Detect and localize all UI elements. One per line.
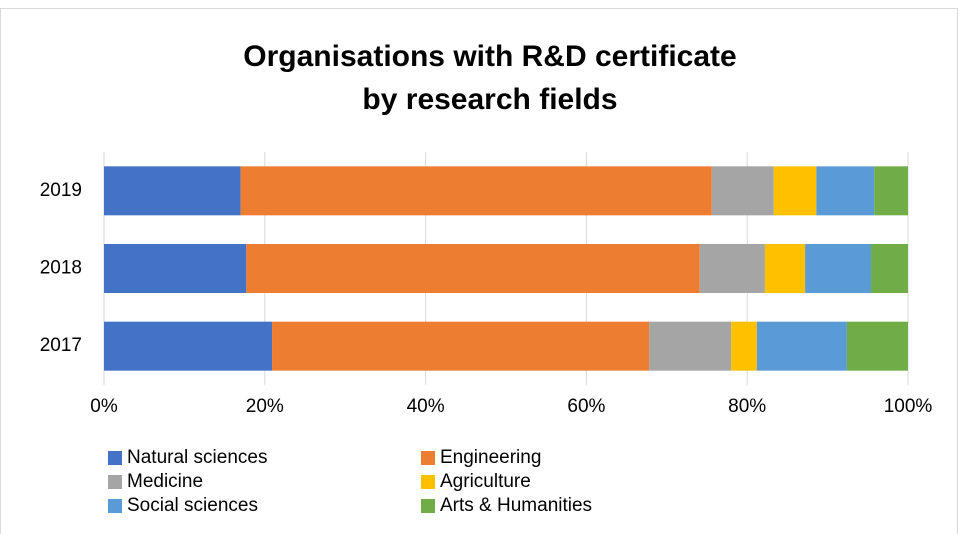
bar-segment	[731, 321, 757, 371]
legend-label: Social sciences	[127, 495, 258, 516]
bar-segment	[816, 166, 875, 216]
legend-swatch	[421, 499, 435, 513]
bar-segment	[104, 166, 241, 216]
y-tick-label: 2017	[40, 335, 82, 356]
legend-label: Natural sciences	[127, 447, 267, 468]
legend-swatch	[421, 451, 435, 465]
y-tick-label: 2018	[40, 258, 82, 279]
legend-swatch	[108, 499, 122, 513]
x-tick-label: 60%	[567, 396, 605, 417]
x-tick-label: 80%	[728, 396, 766, 417]
bar-segment	[246, 244, 700, 293]
x-tick-label: 20%	[246, 396, 284, 417]
bar-segment	[240, 166, 712, 216]
legend-label: Agriculture	[440, 471, 531, 492]
bar-segment	[711, 166, 774, 216]
legend-label: Medicine	[127, 471, 203, 492]
chart-title: by research fields	[362, 83, 617, 116]
bar-segment	[764, 244, 806, 293]
legend-label: Engineering	[440, 447, 541, 468]
x-tick-label: 0%	[90, 396, 118, 417]
y-tick-label: 2019	[40, 180, 82, 201]
bar-segment	[871, 244, 908, 293]
chart-title: Organisations with R&D certificate	[243, 40, 736, 73]
bar-segment	[756, 321, 847, 371]
bar-segment	[104, 244, 247, 293]
bar-segment	[874, 166, 908, 216]
legend-swatch	[421, 475, 435, 489]
legend-swatch	[108, 451, 122, 465]
legend-label: Arts & Humanities	[440, 495, 592, 516]
bar-segment	[649, 321, 732, 371]
bar-segment	[104, 321, 273, 371]
x-tick-label: 40%	[407, 396, 445, 417]
bar-segment	[805, 244, 872, 293]
bar-segment	[773, 166, 817, 216]
x-tick-label: 100%	[884, 396, 933, 417]
bar-segment	[846, 321, 908, 371]
legend-swatch	[108, 475, 122, 489]
bar-segment	[699, 244, 765, 293]
bar-segment	[272, 321, 650, 371]
